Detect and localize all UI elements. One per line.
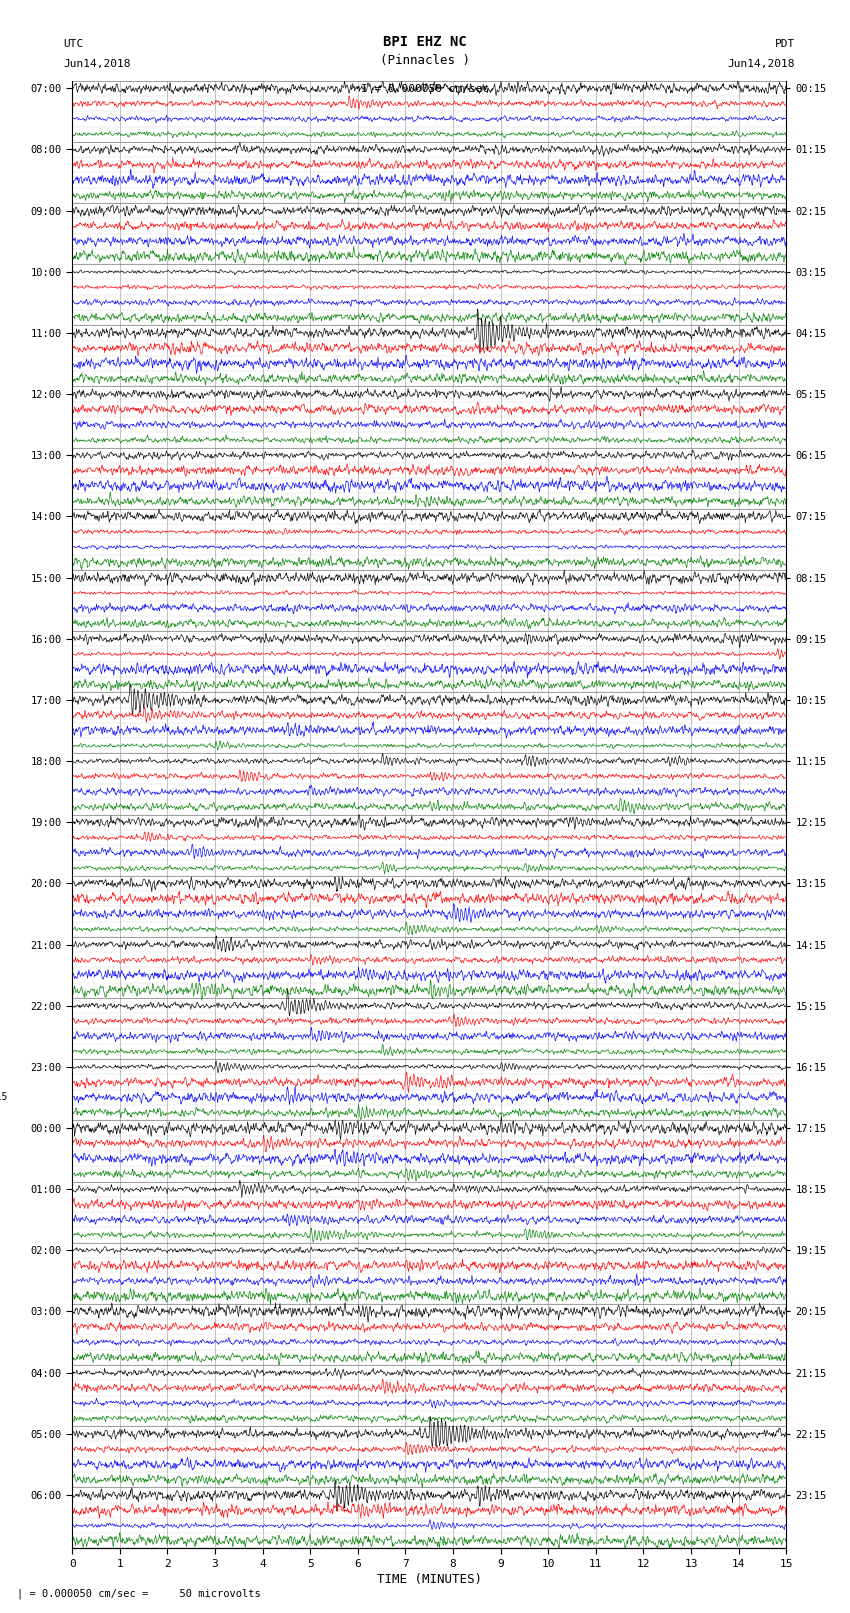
- Text: PDT: PDT: [774, 39, 795, 48]
- Text: Jun15: Jun15: [0, 1092, 8, 1102]
- Text: I = 0.000050 cm/sec: I = 0.000050 cm/sec: [361, 84, 489, 94]
- Text: UTC: UTC: [64, 39, 84, 48]
- Text: | = 0.000050 cm/sec =     50 microvolts: | = 0.000050 cm/sec = 50 microvolts: [17, 1589, 261, 1598]
- Text: BPI EHZ NC: BPI EHZ NC: [383, 35, 467, 48]
- Text: (Pinnacles ): (Pinnacles ): [380, 55, 470, 68]
- Text: Jun14,2018: Jun14,2018: [64, 60, 131, 69]
- Text: Jun14,2018: Jun14,2018: [728, 60, 795, 69]
- X-axis label: TIME (MINUTES): TIME (MINUTES): [377, 1573, 482, 1586]
